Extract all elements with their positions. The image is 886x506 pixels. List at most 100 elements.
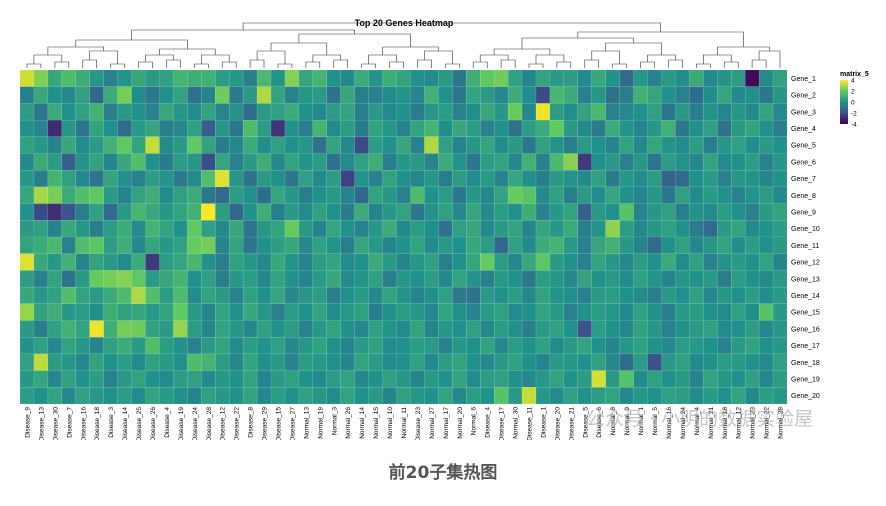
heatmap-cell [19, 119, 35, 138]
heatmap-cell [675, 253, 690, 271]
heatmap-cell [577, 320, 593, 338]
heatmap-cell [661, 169, 676, 188]
heatmap-cell [772, 169, 788, 188]
legend-tick: 2 [851, 88, 855, 95]
heatmap-cell [215, 86, 230, 104]
heatmap-cell [173, 253, 188, 271]
heatmap-cell [19, 103, 35, 121]
heatmap-cell [744, 119, 760, 138]
heatmap-cell [312, 286, 328, 305]
heatmap-cell [47, 303, 63, 321]
heatmap-cell [103, 270, 118, 288]
heatmap-cell [591, 320, 606, 338]
heatmap-cell [103, 253, 118, 271]
heatmap-cell [103, 103, 118, 121]
heatmap-cell [591, 286, 606, 305]
heatmap-cell [521, 169, 537, 188]
dendrogram-branch [528, 63, 544, 68]
heatmap-cell [577, 169, 593, 188]
heatmap-cell [201, 136, 216, 154]
heatmap-cell [117, 186, 132, 204]
heatmap-cell [256, 220, 272, 238]
heatmap-cell [563, 320, 579, 338]
heatmap-cell [284, 353, 300, 371]
heatmap-cell [717, 203, 732, 221]
heatmap-cell [619, 370, 634, 388]
heatmap-cell [117, 119, 132, 138]
heatmap-cell [228, 169, 244, 188]
heatmap-cell [549, 353, 565, 371]
column-label: Disease_25 [136, 407, 143, 440]
heatmap-cell [619, 353, 634, 371]
heatmap-cell [228, 119, 244, 138]
heatmap-cell [75, 69, 90, 87]
heatmap-cell [131, 203, 146, 221]
heatmap-cell [340, 387, 355, 405]
heatmap-cell [89, 103, 104, 121]
heatmap-cell [215, 169, 230, 188]
heatmap-cell [215, 370, 230, 388]
heatmap-cell [410, 387, 425, 405]
heatmap-cell [758, 119, 774, 138]
column-labels: Disease_9 Disease_13 Disease_30 Disease_7 Di… [24, 407, 784, 440]
heatmap-cell [89, 236, 104, 254]
heatmap-cell [256, 253, 272, 271]
dendrogram-branch [577, 31, 744, 47]
heatmap-cell [744, 186, 760, 204]
heatmap-cell [452, 387, 467, 405]
heatmap-cell [242, 69, 258, 87]
heatmap-cell [61, 353, 77, 371]
heatmap-cell [758, 69, 774, 87]
heatmap-cell [633, 103, 648, 121]
heatmap-cell [340, 270, 355, 288]
heatmap-cell [647, 320, 662, 338]
heatmap-cell [228, 153, 244, 171]
heatmap-cell [605, 186, 620, 204]
heatmap-cell [270, 370, 286, 388]
heatmap-cell [703, 220, 718, 238]
heatmap-cell [758, 370, 774, 388]
heatmap-cell [480, 119, 495, 138]
row-label: Gene_14 [791, 293, 820, 300]
heatmap-cell [270, 136, 286, 154]
heatmap-cell [103, 236, 118, 254]
row-labels: Gene_1 Gene_2 Gene_3 Gene_4 Gene_5 Gene_6 Gene… [791, 76, 820, 400]
heatmap-cell [61, 236, 77, 254]
heatmap-cell [256, 303, 272, 321]
heatmap-cell [159, 69, 174, 87]
heatmap-cell [117, 337, 132, 355]
heatmap-cell [159, 253, 174, 271]
heatmap-cell [438, 119, 453, 138]
heatmap-cell [591, 119, 606, 138]
heatmap-cell [117, 169, 132, 188]
heatmap-cell [591, 353, 606, 371]
heatmap-cell [117, 153, 132, 171]
heatmap-cell [772, 136, 788, 154]
heatmap-cell [145, 86, 160, 104]
heatmap-cell [758, 253, 774, 271]
heatmap-cell [772, 69, 788, 87]
heatmap-cell [228, 270, 244, 288]
heatmap-cell [591, 103, 606, 121]
heatmap-cell [396, 387, 411, 405]
heatmap-cell [382, 387, 397, 405]
heatmap-cell [145, 270, 160, 288]
heatmap-cell [452, 337, 467, 355]
heatmap-cell [256, 69, 272, 87]
heatmap-cell [647, 253, 662, 271]
heatmap-cell [173, 169, 188, 188]
heatmap-cell [368, 337, 383, 355]
heatmap-cell [633, 353, 648, 371]
heatmap-cell [33, 286, 49, 305]
heatmap-cell [633, 370, 648, 388]
heatmap-cell [284, 169, 300, 188]
heatmap-cell [47, 236, 63, 254]
row-label: Gene_8 [791, 193, 816, 200]
heatmap-cell [396, 370, 411, 388]
heatmap-cell [131, 153, 146, 171]
row-label: Gene_18 [791, 360, 820, 367]
heatmap-cell [284, 370, 300, 388]
heatmap-cell [703, 203, 718, 221]
heatmap-cell [201, 103, 216, 121]
heatmap-cell [438, 320, 453, 338]
